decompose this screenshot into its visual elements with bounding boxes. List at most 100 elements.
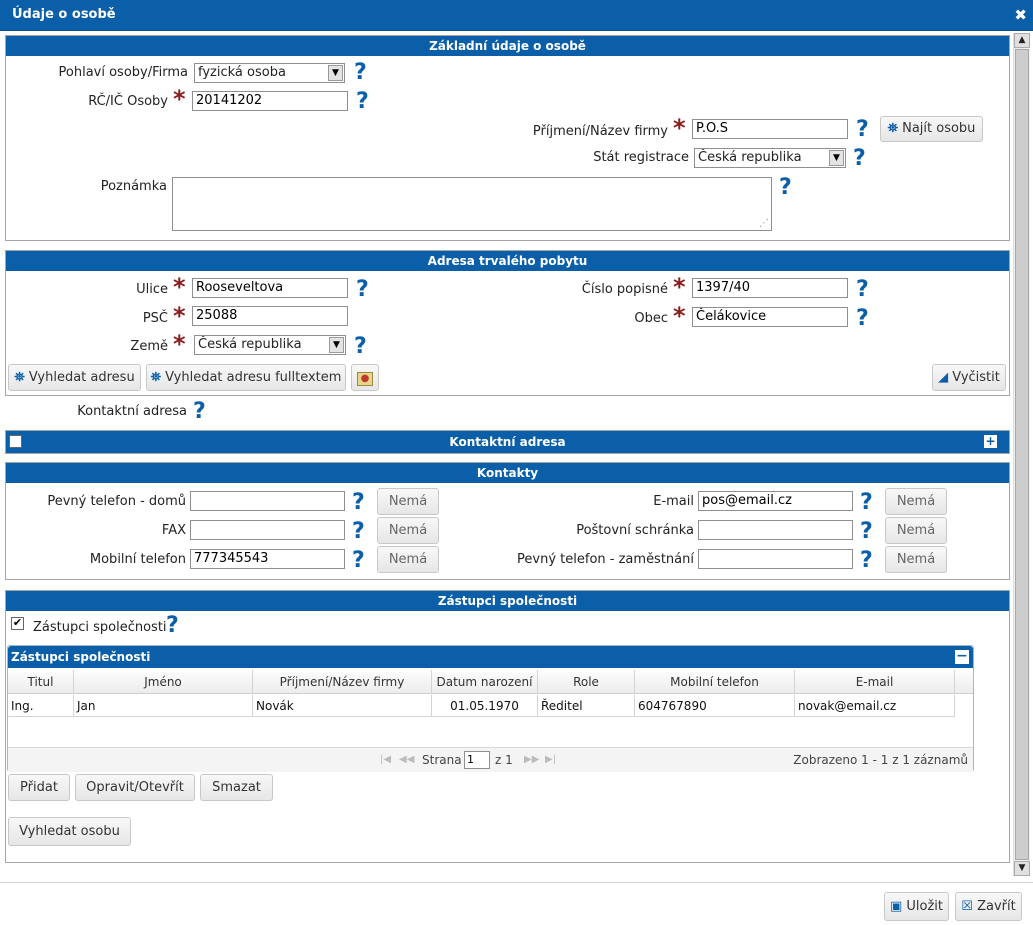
delete-button[interactable]: Smazat [200,774,273,801]
work-phone-input[interactable] [698,549,853,569]
help-icon[interactable]: ? [354,60,367,85]
address-header: Adresa trvalého pobytu [6,251,1009,271]
country-select[interactable]: Česká republika ▼ [694,148,846,168]
grid-col-header[interactable]: Příjmení/Název firmy [253,670,432,694]
grid-title: Zástupci společnosti [8,646,973,668]
save-label: Uložit [906,899,944,914]
grid-col-header[interactable]: Datum narození [432,670,538,694]
search-person-button[interactable]: Vyhledat osobu [8,817,131,846]
required-asterisk-icon: * [173,85,186,113]
contact-address-checkbox[interactable] [9,435,22,448]
help-icon[interactable]: ? [860,548,873,573]
grid-col-header[interactable]: E-mail [795,670,955,694]
chevron-down-icon: ▼ [829,150,844,166]
help-icon[interactable]: ? [779,175,792,200]
help-icon[interactable]: ? [166,613,179,638]
scrollbar[interactable]: ▲ ▼ [1013,33,1030,876]
pager-page-input[interactable]: 1 [464,751,490,769]
help-icon[interactable]: ? [352,519,365,544]
grid-cell: Ředitel [538,695,635,717]
resize-grip-icon[interactable]: ⋰ [759,218,769,229]
rc-label: RČ/IČ Osoby [88,94,168,109]
help-icon[interactable]: ? [356,277,369,302]
help-icon[interactable]: ? [354,334,367,359]
close-icon[interactable]: ✖ [1014,6,1027,24]
collapse-minus-icon[interactable]: − [955,648,969,664]
search-address-button[interactable]: ⛯ Vyhledat adresu [8,364,141,391]
work-phone-none-button[interactable]: Nemá [885,546,947,573]
find-person-button[interactable]: ⛯ Najít osobu [880,116,983,142]
map-button[interactable]: ● [351,364,379,391]
help-icon[interactable]: ? [193,399,206,424]
street-input[interactable]: Rooseveltova [192,278,348,298]
binoculars-icon: ⛯ [14,370,25,385]
next-page-icon[interactable]: ▶▶ [524,754,540,765]
help-icon[interactable]: ? [860,519,873,544]
pager-of-label: z 1 [495,753,513,767]
mobile-label: Mobilní telefon [89,552,186,567]
email-label: E-mail [653,494,694,509]
search-address-label: Vyhledat adresu [28,370,135,385]
dialog-titlebar: Údaje o osobě ✖ [0,0,1033,31]
home-phone-input[interactable] [190,491,345,511]
help-icon[interactable]: ? [356,89,369,114]
grid-col-header[interactable]: Jméno [74,670,253,694]
scroll-down-arrow-icon[interactable]: ▼ [1014,861,1030,876]
scroll-up-arrow-icon[interactable]: ▲ [1014,33,1030,48]
land-label: Země [130,339,168,354]
gender-select-value: fyzická osoba [198,65,286,80]
help-icon[interactable]: ? [860,490,873,515]
fax-none-button[interactable]: Nemá [377,517,439,544]
city-input[interactable]: Čelákovice [692,307,848,327]
grid-cell: Jan [74,695,253,717]
work-phone-label: Pevný telefon - zaměstnání [517,552,694,567]
contact-address-header[interactable]: Kontaktní adresa [6,431,1009,453]
search-address-fulltext-button[interactable]: ⛯ Vyhledat adresu fulltextem [146,364,346,391]
grid-col-header[interactable]: Mobilní telefon [635,670,795,694]
help-icon[interactable]: ? [856,306,869,331]
prev-page-icon[interactable]: ◀◀ [399,754,415,765]
table-row[interactable]: Ing. Jan Novák 01.05.1970 Ředitel 604767… [8,695,955,717]
note-label: Poznámka [100,179,167,194]
fax-input[interactable] [190,520,345,540]
close-button[interactable]: ☒ Zavřít [955,892,1022,921]
rc-input[interactable]: 20141202 [192,91,348,111]
help-icon[interactable]: ? [352,548,365,573]
note-textarea[interactable] [172,177,772,231]
close-x-icon: ☒ [961,899,973,914]
expand-plus-icon[interactable]: + [984,434,997,448]
grid-col-header[interactable]: Titul [8,670,74,694]
email-none-button[interactable]: Nemá [885,488,947,515]
help-icon[interactable]: ? [856,277,869,302]
required-asterisk-icon: * [673,114,686,142]
first-page-icon[interactable]: |◀ [380,754,392,765]
help-icon[interactable]: ? [856,117,869,142]
clear-button[interactable]: ◢ Vyčistit [932,364,1006,391]
floppy-disk-icon: ▣ [889,899,903,914]
chevron-down-icon: ▼ [328,65,343,81]
last-page-icon[interactable]: ▶| [545,754,557,765]
scrollbar-thumb[interactable] [1015,49,1029,860]
gender-select[interactable]: fyzická osoba ▼ [194,63,345,83]
pobox-none-button[interactable]: Nemá [885,517,947,544]
home-phone-none-button[interactable]: Nemá [377,488,439,515]
representatives-grid: Zástupci společnosti − Titul Jméno Příjm… [7,645,974,772]
add-button[interactable]: Přidat [8,774,70,801]
help-icon[interactable]: ? [853,146,866,171]
mobile-none-button[interactable]: Nemá [377,546,439,573]
email-input[interactable]: pos@email.cz [698,491,853,511]
help-icon[interactable]: ? [352,490,365,515]
surname-input[interactable]: P.O.S [692,119,848,139]
edit-open-button[interactable]: Opravit/Otevřít [75,774,195,801]
grid-cell: 604767890 [635,695,795,717]
grid-col-header[interactable]: Role [538,670,635,694]
land-select[interactable]: Česká republika ▼ [194,335,346,355]
zip-input[interactable]: 25088 [192,306,348,326]
pobox-input[interactable] [698,520,853,540]
save-button[interactable]: ▣ Uložit [884,892,949,921]
mobile-input[interactable]: 777345543 [190,549,345,569]
house-number-input[interactable]: 1397/40 [692,278,848,298]
representatives-checkbox[interactable]: ✔ [11,616,24,630]
required-asterisk-icon: * [173,273,186,301]
pager-summary: Zobrazeno 1 - 1 z 1 záznamů [793,753,968,767]
